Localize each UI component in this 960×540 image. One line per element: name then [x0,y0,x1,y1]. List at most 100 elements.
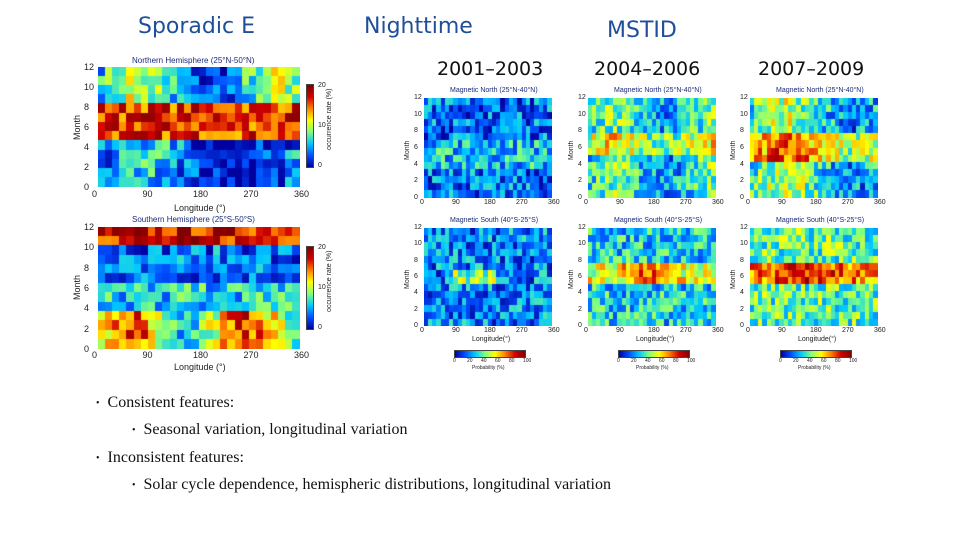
es-south-xlabel: Longitude (°) [174,362,226,372]
ytick-label: 12 [414,224,422,231]
ytick-label: 6 [578,144,582,151]
ytick-label: 6 [84,122,90,132]
mstid-ylabel: Month [568,140,575,160]
ytick-label: 10 [740,240,748,248]
ytick-label: 2 [84,323,90,334]
es-north-colorbar [306,84,314,168]
xtick-label: 360 [548,327,560,334]
year-label-2001-2003: 2001–2003 [437,58,544,80]
es-north-heatmap [98,67,300,187]
bullet-dot: • [132,479,136,491]
xtick-label: 180 [648,327,660,334]
ytick-label: 6 [414,144,418,151]
mstid-south-2007-2009-title: Magnetic South (40°S-25°S) [776,217,865,224]
mstid-xlabel: Longitude(°) [798,336,837,343]
xtick-label: 90 [616,327,624,334]
mstid-cbar-tick: 60 [495,358,501,364]
mstid-ylabel: Month [730,269,737,289]
mstid-south-2007-2009-heatmap [750,228,878,326]
es-south-ylabel: Month [72,274,82,300]
ytick-label: 12 [578,94,586,101]
ytick-label: 2 [414,305,418,313]
xtick-label: 270 [680,199,692,206]
xtick-label: 270 [243,189,259,199]
xtick-label: 270 [680,327,692,334]
es-north-xlabel: Longitude (°) [174,203,226,213]
mstid-north-2004-2006-title: Magnetic North (25°N-40°N) [614,87,702,94]
mstid-south-2001-2003-title: Magnetic South (40°S-25°S) [450,217,539,224]
ytick-label: 0 [578,194,582,201]
bullet-consistent-sub: • Seasonal variation, longitudinal variat… [132,421,407,439]
xtick-label: 180 [193,350,209,360]
xtick-label: 90 [778,327,786,334]
ytick-label: 8 [84,262,90,273]
mstid-cbar-label: Probability (%) [798,365,831,371]
xtick-label: 90 [452,199,460,206]
es-north-panel-title: Northern Hemisphere (25°N-50°N) [132,56,255,65]
ytick-label: 2 [578,177,582,185]
ytick-label: 10 [414,110,422,118]
es-north-cbar-tick-bottom: 0 [318,162,322,169]
bullet-inconsistent: • Inconsistent features: [96,449,244,467]
mstid-cbar-label: Probability (%) [472,365,505,371]
xtick-label: 0 [420,199,424,206]
xtick-label: 270 [842,327,854,334]
xtick-label: 360 [294,350,310,360]
mstid-south-2004-2006-heatmap [588,228,716,326]
xtick-label: 360 [548,199,560,206]
bullet-inconsistent-text: Inconsistent features: [107,449,244,466]
ytick-label: 6 [740,144,744,151]
es-south-heatmap [98,227,300,349]
xtick-label: 360 [712,327,724,334]
ytick-label: 6 [740,273,744,280]
mstid-cbar-tick: 20 [793,358,799,364]
ytick-label: 8 [414,127,418,135]
mstid-ylabel: Month [730,140,737,160]
ytick-label: 10 [578,240,586,248]
xtick-label: 180 [648,199,660,206]
mstid-north-2001-2003-heatmap [424,98,552,198]
xtick-label: 0 [92,350,98,360]
xtick-label: 90 [142,350,153,360]
ytick-label: 6 [414,273,418,280]
mstid-cbar-tick: 40 [807,358,813,364]
ytick-label: 4 [84,142,90,152]
xtick-label: 180 [810,199,822,206]
mstid-cbar-tick: 80 [673,358,679,364]
mstid-cbar-label: Probability (%) [636,365,669,371]
xtick-label: 0 [584,327,588,334]
ytick-label: 4 [740,289,744,297]
mstid-cbar-tick: 80 [509,358,515,364]
ytick-label: 12 [84,222,95,232]
mstid-south-2004-2006-title: Magnetic South (40°S-25°S) [614,217,703,224]
mstid-ylabel: Month [568,269,575,289]
es-south-panel-title: Southern Hemisphere (25°S-50°S) [132,215,255,224]
ytick-label: 2 [740,177,744,185]
mstid-ylabel: Month [404,269,411,289]
xtick-label: 180 [810,327,822,334]
ytick-label: 0 [740,194,744,201]
ytick-label: 8 [84,102,90,112]
ytick-label: 0 [84,344,90,354]
ytick-label: 8 [414,256,418,264]
xtick-label: 0 [584,199,588,206]
xtick-label: 270 [243,350,259,360]
ytick-label: 8 [578,127,582,135]
bullet-inconsistent-sub: • Solar cycle dependence, hemispheric dis… [132,476,611,494]
ytick-label: 4 [414,160,418,168]
es-north-cbar-label: occurrence rate (%) [326,88,333,150]
mstid-cbar-tick: 20 [467,358,473,364]
bullet-consistent-text: Consistent features: [107,394,235,411]
ytick-label: 4 [578,160,582,168]
ytick-label: 8 [740,256,744,264]
ytick-label: 10 [740,110,748,118]
header-nighttime: Nighttime [364,14,473,39]
mstid-cbar-tick: 60 [821,358,827,364]
ytick-label: 8 [578,256,582,264]
xtick-label: 0 [746,327,750,334]
xtick-label: 180 [484,199,496,206]
ytick-label: 0 [414,322,418,329]
xtick-label: 360 [294,189,310,199]
mstid-cbar-tick: 0 [617,358,620,364]
ytick-label: 0 [84,182,90,192]
